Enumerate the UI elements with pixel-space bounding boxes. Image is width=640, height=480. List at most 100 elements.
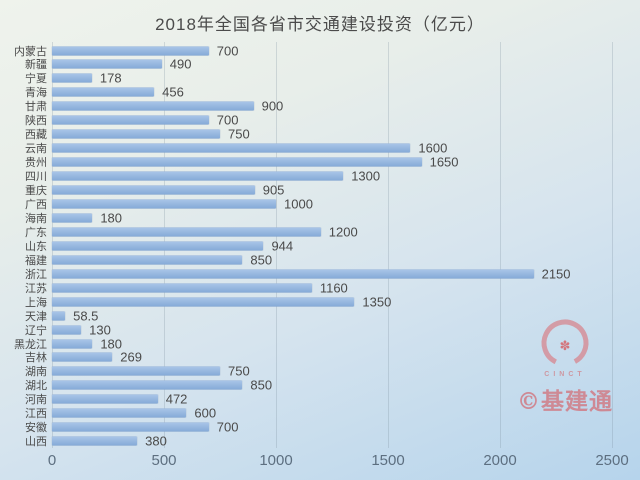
bar bbox=[52, 422, 209, 432]
bar-track: 130 bbox=[52, 322, 612, 338]
bar-row: 天津 58.5 bbox=[0, 308, 640, 324]
category-label: 甘肃 bbox=[25, 101, 47, 114]
category-label: 福建 bbox=[25, 254, 47, 267]
value-label: 1600 bbox=[418, 140, 448, 156]
bar-row: 吉林 269 bbox=[0, 349, 640, 365]
category-label: 西藏 bbox=[25, 129, 47, 142]
x-tick-label: 0 bbox=[47, 452, 57, 469]
value-label: 1200 bbox=[328, 224, 358, 240]
value-label: 1300 bbox=[351, 168, 381, 184]
value-label: 700 bbox=[216, 419, 239, 435]
bar-track: 472 bbox=[52, 391, 612, 407]
bar bbox=[52, 436, 138, 446]
bar bbox=[52, 255, 243, 265]
bar bbox=[52, 366, 220, 376]
category-label: 安徽 bbox=[25, 422, 47, 435]
x-tick-label: 1500 bbox=[371, 452, 405, 469]
bar-row: 新疆 490 bbox=[0, 56, 640, 72]
category-label: 广西 bbox=[25, 198, 47, 211]
value-label: 180 bbox=[100, 210, 123, 226]
value-label: 1650 bbox=[429, 154, 459, 170]
category-label: 吉林 bbox=[25, 352, 47, 365]
bar-row: 广东 1200 bbox=[0, 224, 640, 240]
bar-track: 1200 bbox=[52, 224, 612, 240]
bar-track: 490 bbox=[52, 56, 612, 72]
category-label: 青海 bbox=[25, 87, 47, 100]
value-label: 2150 bbox=[541, 266, 571, 282]
grid-line bbox=[500, 42, 501, 448]
x-tick-label: 2000 bbox=[483, 452, 517, 469]
category-label: 湖南 bbox=[25, 366, 47, 379]
category-label: 浙江 bbox=[25, 268, 47, 281]
bar-row: 浙江 2150 bbox=[0, 266, 640, 282]
chart-title: 2018年全国各省市交通建设投资（亿元） bbox=[155, 15, 485, 34]
bar bbox=[52, 115, 209, 125]
bar-track: 944 bbox=[52, 238, 612, 253]
bar bbox=[52, 143, 411, 153]
bar bbox=[52, 129, 220, 139]
bar-track: 1300 bbox=[52, 168, 612, 184]
value-label: 490 bbox=[169, 56, 192, 72]
x-tick-label: 2500 bbox=[595, 452, 629, 469]
bar bbox=[52, 199, 276, 209]
bar-track: 178 bbox=[52, 70, 612, 86]
category-label: 四川 bbox=[25, 171, 47, 184]
value-label: 456 bbox=[162, 84, 184, 100]
value-label: 1000 bbox=[284, 196, 313, 212]
bar-track: 850 bbox=[52, 377, 612, 393]
bar-row: 四川 1300 bbox=[0, 168, 640, 184]
x-axis: 0 500 1000 1500 2000 2500 bbox=[48, 452, 629, 472]
bar-track: 1650 bbox=[52, 154, 612, 170]
category-label: 河南 bbox=[25, 394, 47, 407]
category-label: 江西 bbox=[25, 408, 47, 421]
bar-row: 湖北 850 bbox=[0, 377, 640, 393]
category-label: 重庆 bbox=[25, 185, 47, 198]
bar-track: 180 bbox=[52, 210, 612, 226]
bar-row: 重庆 905 bbox=[0, 183, 640, 198]
bar-track: 700 bbox=[52, 113, 612, 128]
bar bbox=[52, 59, 162, 69]
bar bbox=[52, 241, 264, 251]
value-label: 850 bbox=[250, 377, 273, 393]
category-label: 湖北 bbox=[25, 380, 47, 393]
value-label: 130 bbox=[89, 322, 111, 338]
bar-track: 700 bbox=[52, 419, 612, 435]
bar-track: 600 bbox=[52, 406, 612, 421]
bar-track: 850 bbox=[52, 252, 612, 267]
bar-track: 456 bbox=[52, 84, 612, 100]
category-label: 内蒙古 bbox=[14, 45, 47, 58]
value-label: 269 bbox=[120, 349, 142, 365]
bar-track: 750 bbox=[52, 364, 612, 379]
bar-row: 江西 600 bbox=[0, 406, 640, 421]
bar-rows: 内蒙古 700 新疆 490 宁夏 178 青海 456 甘肃 900 陕西 700 西藏 750 云南 16… bbox=[0, 43, 640, 449]
bar bbox=[52, 352, 113, 362]
value-label: 380 bbox=[145, 433, 167, 449]
bar bbox=[52, 157, 422, 167]
grid-line bbox=[276, 42, 277, 448]
bar bbox=[52, 408, 187, 418]
value-label: 178 bbox=[99, 70, 122, 86]
bar-row: 湖南 750 bbox=[0, 364, 640, 379]
bar-track: 1350 bbox=[52, 294, 612, 309]
value-label: 472 bbox=[165, 391, 188, 407]
bar-track: 750 bbox=[52, 127, 612, 142]
bar-row: 辽宁 130 bbox=[0, 322, 640, 338]
bar-row: 甘肃 900 bbox=[0, 99, 640, 114]
bar-track: 58.5 bbox=[52, 308, 612, 324]
bar bbox=[52, 185, 255, 195]
category-label: 山西 bbox=[25, 436, 47, 449]
category-label: 辽宁 bbox=[25, 324, 47, 337]
bar bbox=[52, 227, 321, 237]
category-label: 广东 bbox=[25, 226, 47, 239]
bar bbox=[52, 297, 355, 307]
bar-track: 905 bbox=[52, 183, 612, 198]
grid-line bbox=[612, 42, 613, 448]
bar bbox=[52, 311, 66, 321]
value-label: 58.5 bbox=[73, 308, 99, 324]
bar-row: 陕西 700 bbox=[0, 113, 640, 128]
bar-row: 江苏 1160 bbox=[0, 280, 640, 295]
bar-row: 安徽 700 bbox=[0, 419, 640, 435]
bar-row: 福建 850 bbox=[0, 252, 640, 267]
bar-track: 1600 bbox=[52, 140, 612, 156]
bar-row: 上海 1350 bbox=[0, 294, 640, 309]
